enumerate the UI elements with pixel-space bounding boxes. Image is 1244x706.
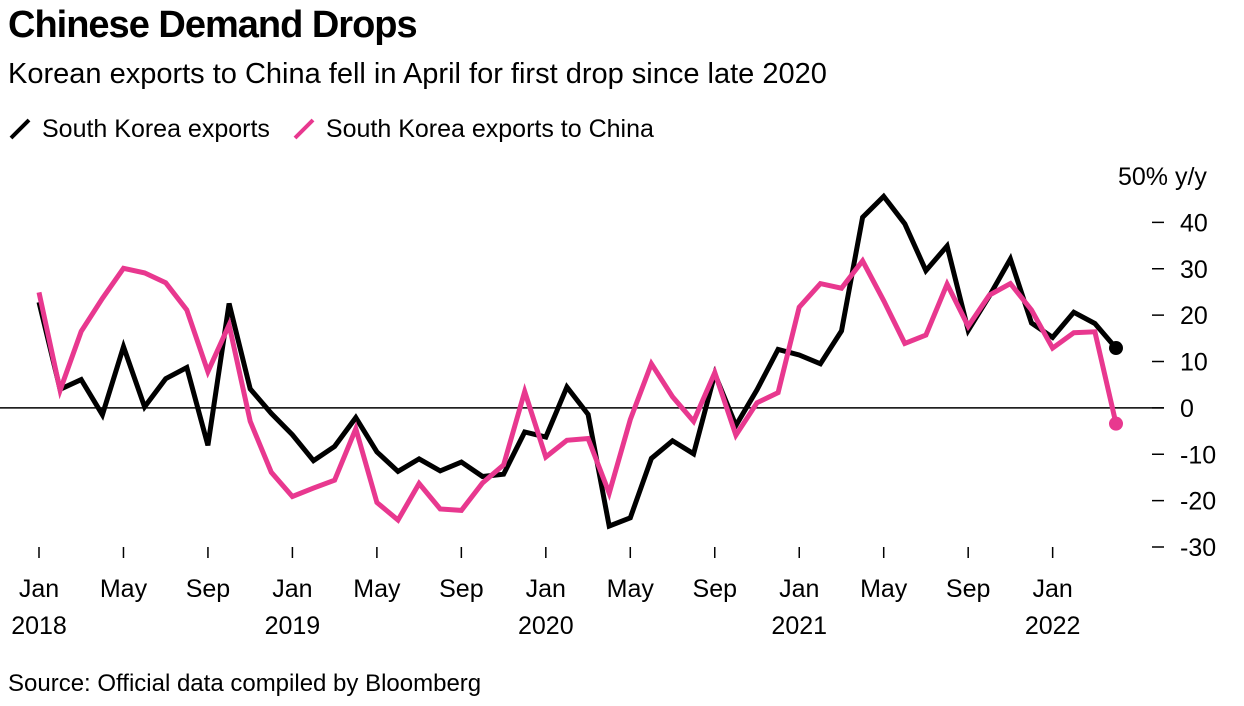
x-tick-label: May — [607, 575, 655, 603]
source-note: Source: Official data compiled by Bloomb… — [8, 670, 482, 697]
chart-subtitle: Korean exports to China fell in April fo… — [8, 58, 827, 90]
series-line-exports — [36, 192, 1118, 530]
x-tick-label: Jan — [272, 575, 312, 603]
legend-label-exports: South Korea exports — [42, 114, 270, 143]
x-tick-label: Sep — [186, 575, 230, 603]
y-tick-label: 0 — [1180, 395, 1194, 423]
legend-swatch-exports — [9, 118, 31, 140]
x-tick-label: Jan — [526, 575, 566, 603]
y-tick-label: -10 — [1180, 441, 1216, 469]
x-tick-label: Sep — [946, 575, 990, 603]
x-tick-year-label: 2022 — [1025, 612, 1081, 640]
x-axis: Jan 2018 May Sep Jan 2019 May Sep Jan 2020 May Sep J… — [11, 547, 1080, 640]
x-tick-year-label: 2020 — [518, 612, 574, 640]
y-tick-label: -20 — [1180, 488, 1216, 516]
x-tick-label: Jan — [779, 575, 819, 603]
series-line-china — [36, 256, 1119, 524]
x-tick-label: May — [860, 575, 908, 603]
x-tick-label: Sep — [693, 575, 737, 603]
x-tick-label: May — [100, 575, 148, 603]
legend: South Korea exports South Korea exports … — [8, 112, 676, 146]
y-axis: 50% y/y 40 30 20 10 0 -10 -20 -30 — [0, 163, 1216, 562]
y-tick-label: 30 — [1180, 256, 1208, 284]
y-tick-label: 40 — [1180, 209, 1208, 237]
y-tick-label: 20 — [1180, 302, 1208, 330]
series-layer — [36, 192, 1123, 530]
series-end-marker-china — [1109, 416, 1123, 431]
legend-item-china: South Korea exports to China — [292, 115, 654, 144]
x-tick-year-label: 2021 — [771, 612, 827, 640]
y-tick-label: 10 — [1180, 349, 1208, 377]
x-tick-label: Jan — [19, 575, 59, 603]
legend-item-exports: South Korea exports — [8, 115, 270, 144]
legend-swatch-china — [293, 118, 315, 140]
x-tick-label: Sep — [439, 575, 483, 603]
x-tick-label: May — [353, 575, 401, 603]
y-tick-label: -30 — [1180, 534, 1216, 562]
y-tick-label: 50% y/y — [1118, 163, 1207, 191]
x-tick-year-label: 2019 — [265, 612, 321, 640]
series-end-marker-exports — [1109, 341, 1123, 356]
x-tick-year-label: 2018 — [11, 612, 67, 640]
chart-title: Chinese Demand Drops — [8, 4, 418, 46]
legend-label-china: South Korea exports to China — [325, 114, 654, 143]
x-tick-label: Jan — [1032, 575, 1072, 603]
